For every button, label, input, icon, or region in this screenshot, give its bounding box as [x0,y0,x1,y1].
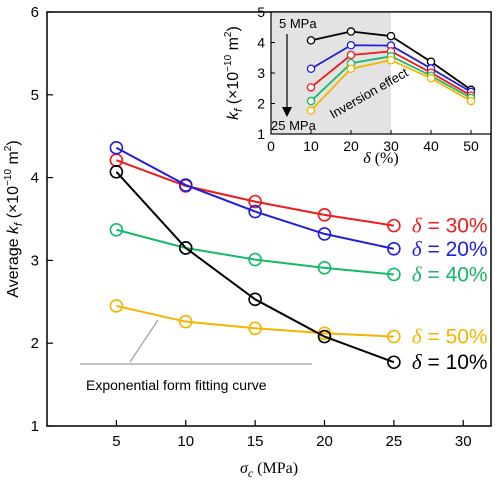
main-y-tick-label: 4 [31,170,39,187]
inset-x-tick-label: 20 [343,138,359,154]
main-data-point [317,329,332,344]
main-data-point [387,218,401,233]
main-data-point [248,292,262,307]
inset-data-point [346,64,356,73]
main-x-tick-label: 30 [455,433,472,450]
main-x-tick-label: 20 [316,433,333,450]
main-plot-frame [46,11,492,427]
inset-data-point [306,83,316,92]
inset-bottom-label: 25 MPa [271,118,317,133]
inset-y-tick-label: 5 [257,4,265,20]
inset-data-point [306,64,316,73]
main-series-line [115,171,395,364]
inset-x-tick-label: 40 [423,138,439,154]
inset-arrow-head [282,107,292,117]
main-series-labels: δ = 30%δ = 20%δ = 40% δ = 50%δ = 10% [412,214,488,375]
main-y-tick-label: 6 [31,4,39,21]
inset-data-point [306,96,316,106]
main-y-tick-label: 5 [31,87,39,104]
inset-data-point [386,31,396,41]
main-series-label: δ = 30% [412,214,488,238]
main-series-label: δ = 40% [412,262,488,286]
inset-data-point [346,40,356,50]
main-series-label: δ = 20% [412,237,488,261]
main-data-point [317,261,332,275]
main-data-point [387,355,401,370]
inset-data-point [306,106,316,115]
main-data-point [387,242,401,256]
main-x-tick-label: 15 [247,433,264,450]
main-data-point [178,241,193,255]
inset-top-label: 5 MPa [279,16,317,31]
main-data-point [178,178,193,192]
inset-y-tick-label: 2 [257,96,265,112]
main-data-point [387,329,401,344]
main-data-point [317,227,332,241]
inset-x-axis-label: δ (%) [363,150,398,167]
main-series-line [116,228,394,276]
main-series-line [116,304,394,338]
inset-x-tick-label: 0 [267,138,275,154]
main-data-point [109,153,124,168]
annotation-text: Exponential form fitting curve [86,377,267,393]
main-y-axis-label: Average kf (×10−10 m2) [3,140,25,297]
main-series-line [115,146,395,250]
inset-y-axis-label: kf (×10−10 m2) [223,26,245,120]
main-x-tick-label: 10 [177,433,194,450]
main-data-point [387,267,401,282]
inset-y-tick-label: 4 [257,35,265,51]
main-x-tick-label: 5 [112,433,120,450]
main-data-point [109,165,124,179]
main-data-point [248,252,262,267]
main-x-axis-label: σc (MPa) [240,460,298,480]
inset-x-tick-label: 30 [383,138,399,154]
main-y-tick-label: 3 [31,252,39,269]
inset-data-point [426,73,436,83]
main-y-tick-label: 2 [31,335,39,352]
main-data-point [317,208,332,222]
main-data-point [248,204,262,219]
main-data-point [109,222,124,237]
inset-y-tick-label: 3 [257,65,265,81]
inset-series-group [306,27,476,115]
main-series-label: δ = 10% [412,350,488,374]
main-data-point [109,299,124,313]
main-series-label: δ = 50% [412,325,488,349]
inset-y-tick-label: 1 [257,126,265,142]
main-data-point [109,140,124,155]
annotation-leader-line [129,319,159,363]
main-x-tick-label: 25 [386,433,403,450]
inset-x-tick-label: 50 [463,138,479,154]
inset-axes: 0 10 20 30 40 50 1 2 3 4 5 [257,4,479,154]
main-data-point [178,314,193,329]
inset-x-tick-label: 10 [303,138,319,154]
inset-data-point [306,36,316,45]
main-y-tick-label: 1 [31,418,39,435]
main-series-group [109,140,401,370]
main-data-point [248,194,262,209]
inset-data-point [346,50,356,60]
inset-data-point [386,55,396,65]
inset-data-point [466,96,476,106]
main-data-point [248,321,262,336]
inset-data-point [346,27,356,36]
inset-shaded-region [271,12,391,134]
main-series-line [116,159,395,227]
